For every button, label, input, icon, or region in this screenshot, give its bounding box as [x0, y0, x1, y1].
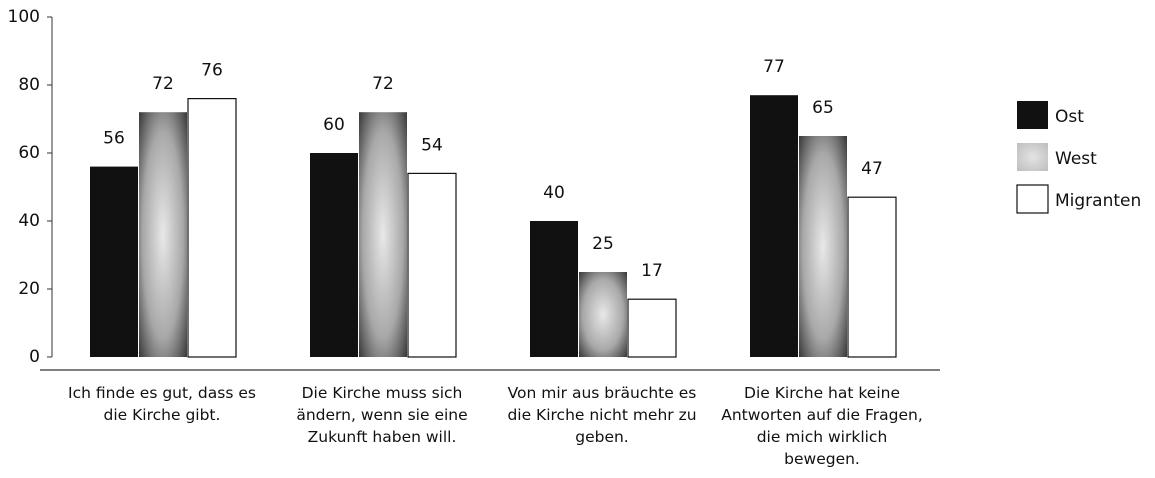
- value-label: 65: [812, 98, 834, 118]
- x-tick-label: Ich finde es gut, dass es die Kirche gib…: [68, 384, 256, 424]
- legend-label: West: [1055, 149, 1097, 169]
- value-label: 54: [421, 135, 443, 155]
- value-label: 56: [103, 129, 125, 149]
- bar: [799, 136, 847, 357]
- legend-swatch: [1017, 143, 1048, 171]
- value-label: 72: [152, 74, 174, 94]
- legend-label: Ost: [1055, 107, 1084, 127]
- y-tick-label: 0: [29, 347, 40, 367]
- bar: [579, 272, 627, 357]
- y-tick-label: 100: [8, 7, 40, 27]
- legend-label: Migranten: [1055, 191, 1141, 211]
- bar: [187, 97, 237, 358]
- bar: [359, 112, 407, 357]
- bar: [407, 172, 457, 358]
- value-label: 40: [543, 183, 565, 203]
- value-label: 60: [323, 115, 345, 135]
- bar: [750, 95, 798, 357]
- bar: [139, 112, 187, 357]
- value-label: 17: [641, 261, 663, 281]
- x-tick-label: Die Kirche hat keine Antworten auf die F…: [721, 384, 923, 468]
- value-label: 25: [592, 234, 614, 254]
- value-label: 76: [201, 61, 223, 81]
- x-tick-label: Von mir aus bräuchte es die Kirche nicht…: [507, 384, 697, 446]
- bar: [847, 196, 897, 358]
- value-label: 77: [763, 57, 785, 77]
- legend-swatch: [1017, 101, 1048, 129]
- value-label: 72: [372, 74, 394, 94]
- y-tick-label: 60: [18, 143, 40, 163]
- bar: [90, 166, 138, 357]
- y-tick-label: 80: [18, 75, 40, 95]
- value-label: 47: [861, 159, 883, 179]
- y-tick-label: 40: [18, 211, 40, 231]
- bar: [530, 221, 578, 357]
- legend-swatch: [1016, 184, 1049, 214]
- x-tick-label: Die Kirche muss sich ändern, wenn sie ei…: [296, 384, 468, 446]
- bar: [310, 153, 358, 357]
- y-tick-label: 20: [18, 279, 40, 299]
- bar: [627, 298, 677, 358]
